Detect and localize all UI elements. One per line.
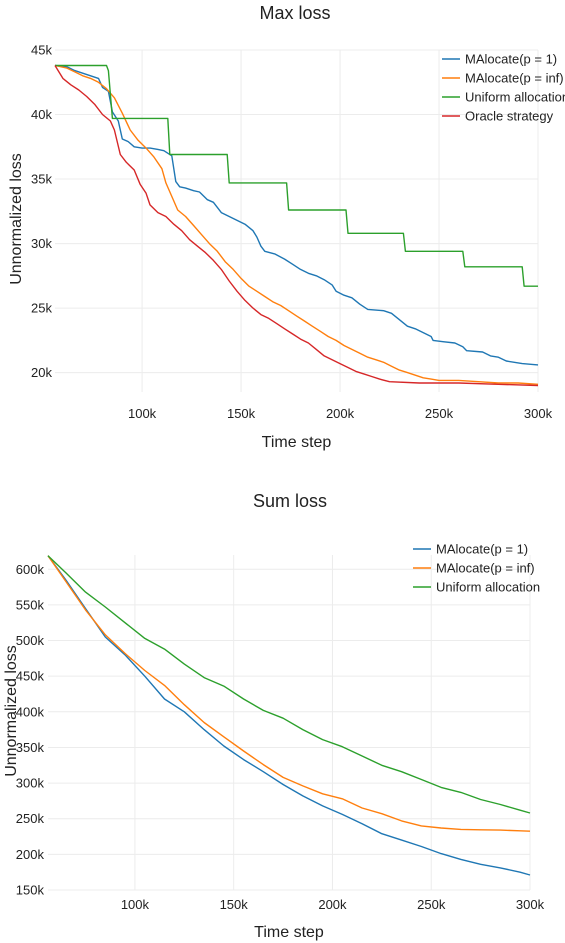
chart2-x-tick-label: 200k	[318, 897, 347, 912]
chart1-legend-label: MAlocate(p = inf)	[465, 71, 564, 86]
chart2-legend-item: Uniform allocation	[413, 580, 540, 595]
chart2-y-tick-label: 250k	[16, 811, 45, 826]
chart1-panel: Max loss 100k 150k 200k 250k 300k 20k 25k 30k 35k…	[8, 3, 565, 451]
chart1-legend-item: Oracle strategy	[442, 109, 554, 124]
chart2-legend-label: Uniform allocation	[436, 580, 540, 595]
chart1-y-tick-label: 20k	[31, 365, 52, 380]
chart1-legend: MAlocate(p = 1) MAlocate(p = inf) Uniform …	[442, 52, 565, 124]
chart2-legend-item: MAlocate(p = 1)	[413, 542, 528, 557]
chart1-series-line-3	[55, 64, 538, 287]
chart2-series-group	[47, 555, 531, 876]
chart2-panel: Sum loss 100k 150k 200k 250k 300k 150k 200k 250k…	[3, 491, 545, 941]
chart2-y-tick-label: 600k	[16, 562, 45, 577]
chart1-x-axis-title: Time step	[262, 434, 332, 451]
chart2-x-tick-label: 150k	[220, 897, 249, 912]
chart1-series-line-1	[54, 64, 539, 366]
chart2-title: Sum loss	[253, 491, 327, 511]
chart2-grid	[48, 555, 531, 891]
chart1-legend-label: Uniform allocation	[465, 90, 565, 105]
chart1-legend-label: MAlocate(p = 1)	[465, 52, 557, 67]
chart2-y-tick-label: 200k	[16, 847, 45, 862]
chart2-series-line-3	[47, 555, 531, 814]
chart1-x-tick-label: 200k	[326, 406, 355, 421]
chart2-y-tick-label: 500k	[16, 633, 45, 648]
chart2-y-tick-label: 550k	[16, 597, 45, 612]
chart1-x-tick-label: 150k	[227, 406, 256, 421]
chart1-legend-label: Oracle strategy	[465, 109, 554, 124]
chart2-y-tick-label: 400k	[16, 704, 45, 719]
chart1-x-tick-label: 250k	[425, 406, 454, 421]
chart1-y-tick-label: 40k	[31, 107, 52, 122]
chart2-series-line-2	[47, 555, 531, 832]
chart1-y-tick-label: 30k	[31, 236, 52, 251]
chart1-series-line-2	[54, 64, 539, 385]
chart1-x-tick-label: 100k	[128, 406, 157, 421]
chart2-legend: MAlocate(p = 1) MAlocate(p = inf) Uniform …	[413, 542, 540, 595]
chart2-legend-label: MAlocate(p = 1)	[436, 542, 528, 557]
chart1-legend-item: MAlocate(p = inf)	[442, 71, 564, 86]
chart2-x-tick-label: 300k	[516, 897, 545, 912]
chart2-y-tick-label: 300k	[16, 776, 45, 791]
chart2-x-tick-label: 250k	[417, 897, 446, 912]
chart2-legend-item: MAlocate(p = inf)	[413, 561, 535, 576]
chart1-legend-item: MAlocate(p = 1)	[442, 52, 557, 67]
chart2-y-tick-label: 350k	[16, 740, 45, 755]
chart1-y-tick-label: 45k	[31, 43, 52, 58]
chart1-x-tick-label: 300k	[524, 406, 553, 421]
chart2-legend-label: MAlocate(p = inf)	[436, 561, 535, 576]
chart2-x-tick-label: 100k	[121, 897, 150, 912]
chart2-y-tick-label: 450k	[16, 669, 45, 684]
chart1-y-tick-label: 25k	[31, 301, 52, 316]
chart1-series-line-4	[54, 65, 539, 387]
chart1-y-tick-label: 35k	[31, 172, 52, 187]
chart1-y-axis-title: Unnormalized loss	[8, 153, 25, 285]
chart1-series-group	[54, 64, 539, 387]
chart2-series-line-1	[47, 555, 531, 876]
chart1-legend-item: Uniform allocation	[442, 90, 565, 105]
chart1-grid	[55, 49, 539, 392]
chart2-y-axis-title: Unnormalized loss	[3, 645, 20, 777]
chart1-title: Max loss	[259, 3, 330, 23]
chart2-y-tick-label: 150k	[16, 883, 45, 898]
chart2-x-axis-title: Time step	[254, 924, 324, 941]
